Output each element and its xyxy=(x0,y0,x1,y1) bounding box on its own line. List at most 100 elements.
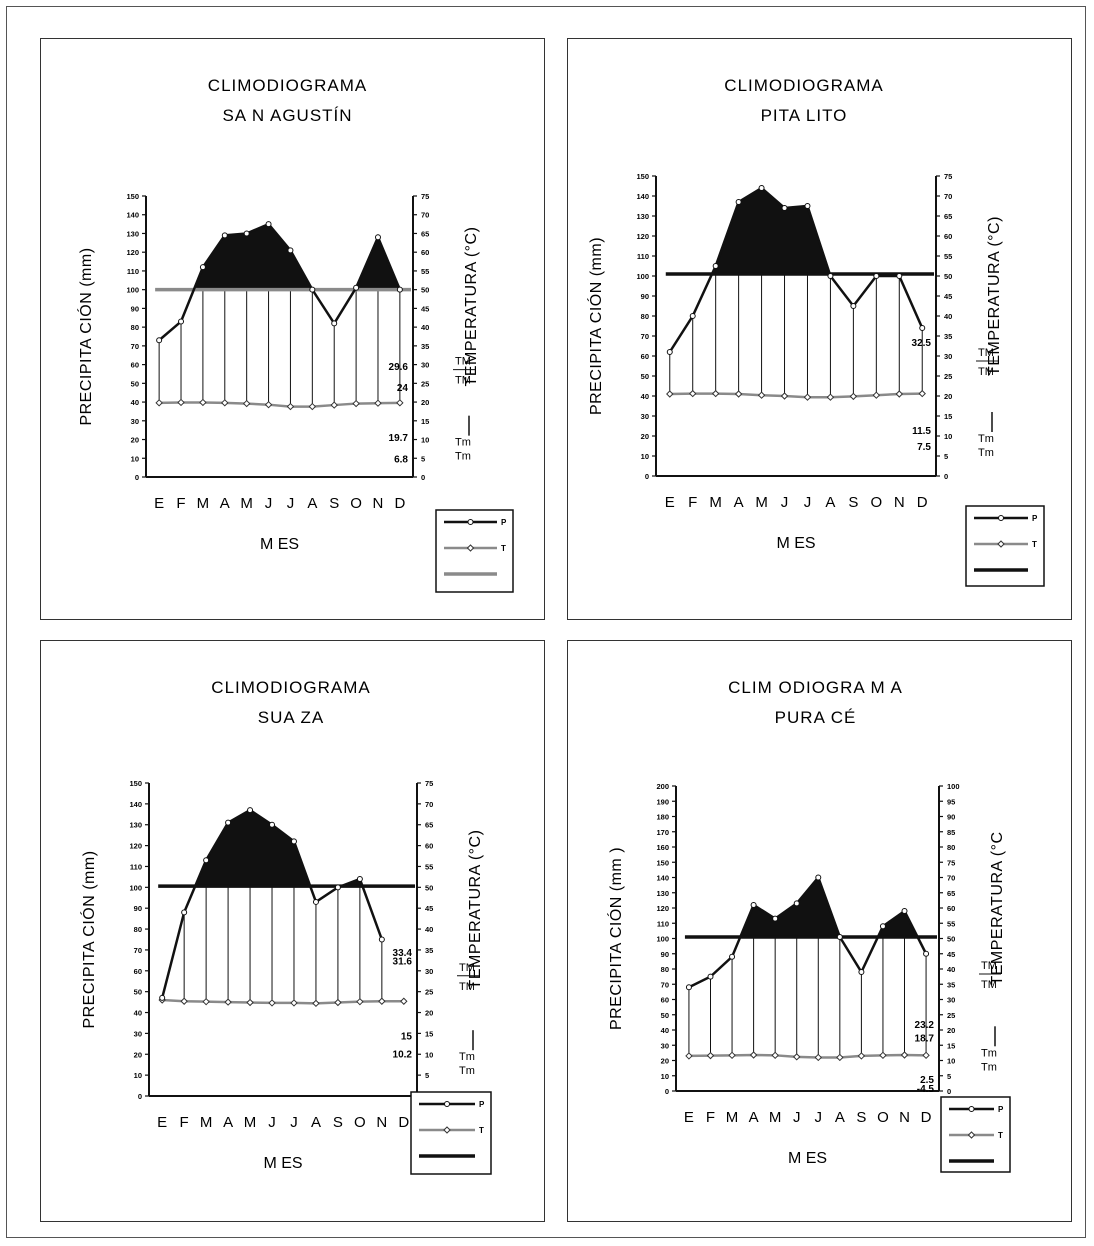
y2-tick-label: 20 xyxy=(944,392,952,401)
temperature-annotation: 10.2 xyxy=(393,1049,413,1060)
label-TM-max: TM xyxy=(459,962,475,974)
y-tick-label: 200 xyxy=(656,782,669,791)
y2-tick-label: 50 xyxy=(944,272,952,281)
y2-tick-label: 60 xyxy=(421,248,429,257)
y2-tick-label: 15 xyxy=(944,412,952,421)
y2-axis-label: TEMPERATURA (°C xyxy=(989,831,1006,985)
y-tick-label: 30 xyxy=(134,1029,142,1038)
x-tick-label: A xyxy=(734,494,744,511)
series-T-point xyxy=(803,393,812,401)
x-tick-label: A xyxy=(220,495,230,512)
y2-tick-label: 70 xyxy=(421,211,429,220)
y-tick-label: 100 xyxy=(636,272,649,281)
series-T-point xyxy=(879,1051,887,1060)
y2-tick-label: 65 xyxy=(421,229,429,238)
y-tick-label: 150 xyxy=(126,192,139,201)
label-Tm-abs: Tm xyxy=(981,1061,997,1073)
chart-subtitle: PURA CÉ xyxy=(775,708,857,727)
series-P-point xyxy=(815,874,822,881)
series-P-point xyxy=(804,203,811,209)
y2-tick-label: 60 xyxy=(947,904,955,913)
x-tick-label: F xyxy=(176,495,185,512)
y2-tick-label: 55 xyxy=(944,252,952,261)
y-tick-label: 60 xyxy=(131,361,139,370)
figure-frame xyxy=(6,6,1086,1238)
y2-tick-label: 10 xyxy=(944,432,952,441)
y2-tick-label: 30 xyxy=(425,967,433,976)
series-T-line xyxy=(688,1053,927,1059)
series-P-point xyxy=(156,337,163,344)
y2-tick-label: 15 xyxy=(947,1041,955,1050)
legend-P-label: P xyxy=(1032,514,1038,523)
y-tick-label: 50 xyxy=(134,988,142,997)
series-T-point xyxy=(918,389,926,398)
y2-tick-label: 20 xyxy=(947,1026,955,1035)
series-P-point xyxy=(879,923,886,930)
series-P-line xyxy=(158,222,402,342)
series-P-point xyxy=(712,263,719,269)
y-tick-label: 90 xyxy=(134,904,142,913)
series-P-point xyxy=(772,915,779,922)
y-tick-label: 20 xyxy=(661,1057,669,1066)
series-T-point xyxy=(246,998,254,1007)
x-tick-label: E xyxy=(665,494,675,511)
series-T-point xyxy=(780,392,789,400)
series-P-point xyxy=(707,973,714,980)
y2-tick-label: 45 xyxy=(421,304,429,313)
label-TM-max: TM xyxy=(981,960,997,972)
chart-subtitle: PITA LITO xyxy=(761,106,848,125)
series-P-point xyxy=(178,318,185,325)
y2-tick-label: 60 xyxy=(425,842,433,851)
y2-tick-label: 25 xyxy=(425,988,433,997)
y-tick-label: 10 xyxy=(131,454,139,463)
y2-tick-label: 45 xyxy=(425,904,433,913)
y2-tick-label: 0 xyxy=(947,1087,951,1096)
x-axis-label: M ES xyxy=(263,1155,302,1172)
x-tick-label: A xyxy=(311,1114,321,1131)
chart-panel-2: CLIMODIOGRAMA PITA LITO 0 10 20 30 40 50 60 70 80 9… xyxy=(567,38,1072,620)
series-T-point xyxy=(290,999,298,1007)
x-axis-label: M ES xyxy=(776,535,815,552)
label-Tm-min: Tm xyxy=(978,433,994,445)
series-T-point xyxy=(900,1051,909,1059)
series-P-point xyxy=(312,898,319,905)
y2-tick-label: 35 xyxy=(944,332,952,341)
series-P-point xyxy=(269,821,276,828)
label-TM-mean: TM xyxy=(455,375,471,387)
series-T-point xyxy=(264,400,273,409)
legend-P-marker xyxy=(998,515,1004,521)
label-Tm-min: Tm xyxy=(459,1051,475,1063)
y2-tick-label: 55 xyxy=(947,919,955,928)
y2-tick-label: 40 xyxy=(425,925,433,934)
y-axis-label: PRECIPITA CIÓN (mm ) xyxy=(606,847,625,1030)
x-tick-label: J xyxy=(265,495,273,512)
legend-P-marker xyxy=(467,519,474,525)
series-T-point xyxy=(689,389,697,398)
y-tick-label: 40 xyxy=(134,1009,142,1018)
x-tick-label: F xyxy=(688,494,697,511)
y2-tick-label: 75 xyxy=(421,192,429,201)
series-P-point xyxy=(378,936,385,943)
y-tick-label: 130 xyxy=(636,212,649,221)
x-tick-label: D xyxy=(398,1114,409,1131)
legend-P-marker xyxy=(444,1101,450,1107)
legend-box xyxy=(410,1091,492,1175)
x-tick-label: N xyxy=(376,1114,387,1131)
x-tick-label: J xyxy=(793,1109,801,1126)
x-tick-label: E xyxy=(684,1109,694,1126)
series-T-point xyxy=(826,393,835,401)
legend-P-label: P xyxy=(501,518,507,527)
chart-title: CLIMODIOGRAMA xyxy=(724,76,883,95)
legend-T-label: T xyxy=(501,544,506,553)
series-P-point xyxy=(923,950,930,957)
y-tick-label: 70 xyxy=(131,342,139,351)
temperature-annotation: 19.7 xyxy=(389,433,409,444)
series-P-point xyxy=(290,838,297,845)
series-T-point xyxy=(706,1051,715,1060)
chart-subtitle: SA N AGUSTÍN xyxy=(222,106,352,125)
x-tick-label: M xyxy=(726,1109,739,1126)
chart-panel-1: CLIMODIOGRAMA SA N AGUSTÍN 0 10 20 30 40 50 60 70… xyxy=(40,38,545,620)
x-tick-label: D xyxy=(394,495,405,512)
humid-area xyxy=(688,877,927,937)
y-tick-label: 10 xyxy=(641,452,649,461)
